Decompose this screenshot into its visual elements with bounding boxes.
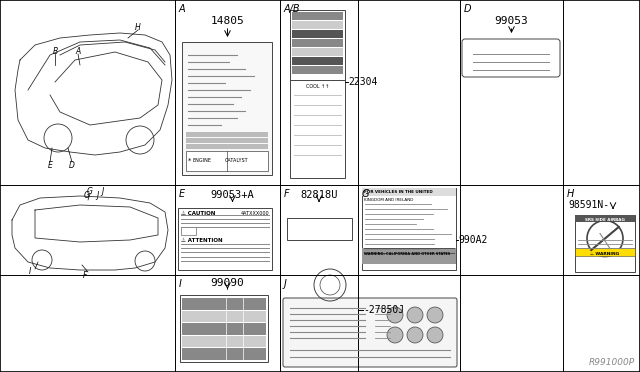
Text: WARNING: CALIFORNIA AND OTHER STATES: WARNING: CALIFORNIA AND OTHER STATES xyxy=(364,252,451,256)
Bar xyxy=(186,132,268,137)
Bar xyxy=(182,323,266,335)
Bar xyxy=(290,10,345,178)
Text: J: J xyxy=(96,190,98,199)
Text: SRS SIDE AIRBAG: SRS SIDE AIRBAG xyxy=(585,218,625,222)
Text: ENGINE: ENGINE xyxy=(193,158,211,164)
Bar xyxy=(292,30,343,38)
Text: I: I xyxy=(179,279,182,289)
Bar xyxy=(292,39,343,47)
Text: D: D xyxy=(69,160,75,170)
Text: H: H xyxy=(135,23,141,32)
Text: E: E xyxy=(179,189,185,199)
Bar xyxy=(181,227,196,235)
Text: A/B: A/B xyxy=(284,4,301,14)
Circle shape xyxy=(407,327,423,343)
Text: CATALYST: CATALYST xyxy=(225,158,249,164)
Text: KINGDOM AND IRELAND: KINGDOM AND IRELAND xyxy=(364,198,413,202)
Bar xyxy=(575,215,635,272)
Circle shape xyxy=(407,307,423,323)
Text: G: G xyxy=(84,190,90,199)
Text: G: G xyxy=(362,189,369,199)
Text: -27850J: -27850J xyxy=(363,305,404,315)
Text: E: E xyxy=(47,160,52,170)
Text: A: A xyxy=(179,4,186,14)
Circle shape xyxy=(427,327,443,343)
Text: B: B xyxy=(52,48,58,57)
Text: I: I xyxy=(29,267,31,276)
Text: ⚠ WARNING: ⚠ WARNING xyxy=(590,252,620,256)
Text: 99053: 99053 xyxy=(495,16,529,26)
Bar xyxy=(180,295,268,362)
Text: 99053+A: 99053+A xyxy=(211,190,254,200)
Bar xyxy=(186,138,268,143)
Text: ⚠ CAUTION: ⚠ CAUTION xyxy=(181,211,216,216)
Bar xyxy=(575,215,635,222)
Bar xyxy=(362,188,456,196)
Text: 22304: 22304 xyxy=(348,77,378,87)
Bar xyxy=(575,248,635,256)
Text: 4ATXXX000: 4ATXXX000 xyxy=(241,211,269,216)
Text: 99090: 99090 xyxy=(211,278,244,288)
Text: 98591N-: 98591N- xyxy=(568,200,609,210)
Text: F: F xyxy=(284,189,290,199)
Bar xyxy=(178,208,272,270)
Bar xyxy=(362,188,456,270)
Bar xyxy=(182,298,266,310)
Bar xyxy=(186,151,268,171)
Text: D: D xyxy=(464,4,472,14)
Text: FOR VEHICLES IN THE UNITED: FOR VEHICLES IN THE UNITED xyxy=(364,190,433,194)
Circle shape xyxy=(427,307,443,323)
Bar xyxy=(292,48,343,56)
Bar xyxy=(362,248,456,264)
Text: G: G xyxy=(87,187,93,196)
Text: H: H xyxy=(567,189,574,199)
Bar xyxy=(182,349,266,360)
Circle shape xyxy=(387,327,403,343)
Bar xyxy=(182,311,266,322)
Text: 990A2: 990A2 xyxy=(458,235,488,245)
Text: 14805: 14805 xyxy=(211,16,244,26)
Bar xyxy=(292,21,343,29)
Text: J: J xyxy=(284,279,287,289)
Text: A: A xyxy=(76,48,81,57)
Text: R991000P: R991000P xyxy=(589,358,635,367)
Bar xyxy=(182,42,272,175)
Text: J: J xyxy=(101,187,103,196)
Circle shape xyxy=(387,307,403,323)
Bar xyxy=(186,144,268,149)
Bar xyxy=(292,12,343,20)
Text: COOL ↑↑: COOL ↑↑ xyxy=(306,84,329,89)
Text: ⚠ ATTENTION: ⚠ ATTENTION xyxy=(181,238,223,243)
Text: 82818U: 82818U xyxy=(300,190,338,200)
Bar xyxy=(292,57,343,65)
Bar xyxy=(182,336,266,347)
Bar xyxy=(292,66,343,74)
FancyBboxPatch shape xyxy=(462,39,560,77)
Bar xyxy=(287,218,352,240)
FancyBboxPatch shape xyxy=(283,298,457,367)
Text: F: F xyxy=(83,270,87,279)
Text: *: * xyxy=(188,158,191,164)
